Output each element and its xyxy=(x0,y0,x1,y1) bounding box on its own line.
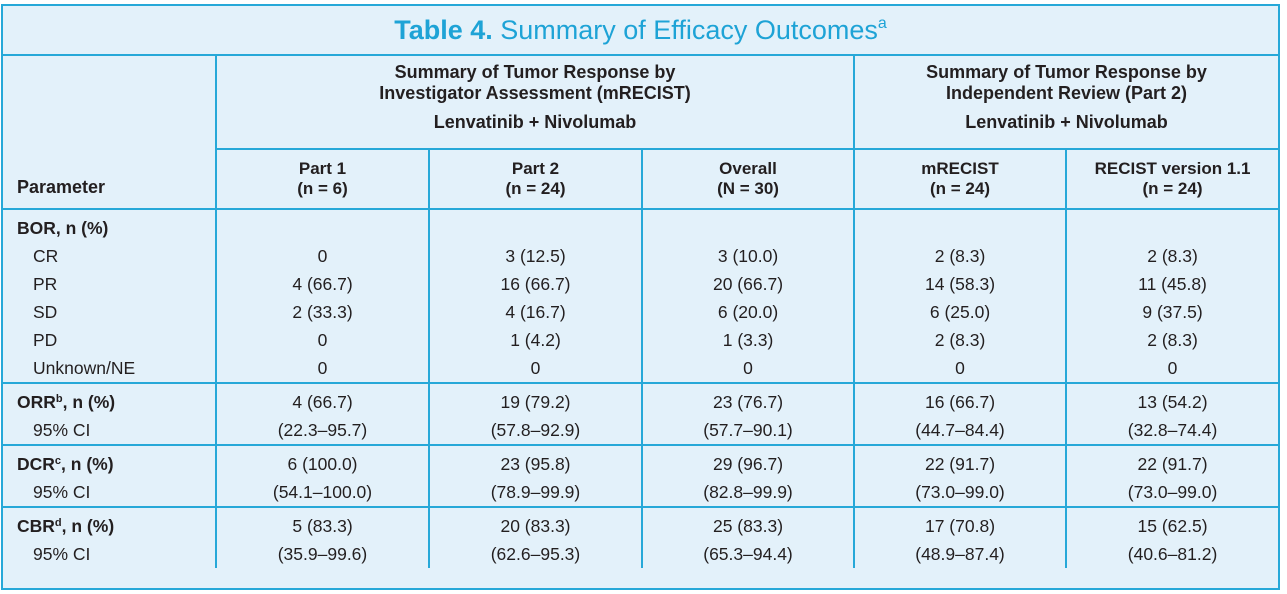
cell: (44.7–84.4) xyxy=(853,416,1067,446)
table-row: Unknown/NE 0 0 0 0 0 xyxy=(3,354,1279,384)
cell: 2 (8.3) xyxy=(853,242,1067,270)
cell: 29 (96.7) xyxy=(640,445,855,478)
cell: (54.1–100.0) xyxy=(215,478,429,508)
cell: 19 (79.2) xyxy=(428,383,642,416)
cell: 4 (66.7) xyxy=(215,270,429,298)
cell: (57.7–90.1) xyxy=(640,416,855,446)
cell: 14 (58.3) xyxy=(853,270,1067,298)
cell: 2 (8.3) xyxy=(1065,242,1279,270)
cell: 6 (25.0) xyxy=(853,298,1067,326)
cell: 0 xyxy=(215,242,429,270)
column-header-overall: Overall (N = 30) xyxy=(640,149,855,210)
cell: 23 (95.8) xyxy=(428,445,642,478)
cell: 3 (12.5) xyxy=(428,242,642,270)
cell: 16 (66.7) xyxy=(853,383,1067,416)
cell: 5 (83.3) xyxy=(215,507,429,540)
table-row: PD 0 1 (4.2) 1 (3.3) 2 (8.3) 2 (8.3) xyxy=(3,326,1279,354)
independent-group-header: Summary of Tumor Response by Independent… xyxy=(853,56,1279,150)
cell: 20 (66.7) xyxy=(640,270,855,298)
cell: 0 xyxy=(853,354,1067,384)
independent-treatment: Lenvatinib + Nivolumab xyxy=(965,112,1168,132)
cell: 0 xyxy=(215,354,429,384)
bor-label: BOR, n (%) xyxy=(17,217,109,238)
cell: 13 (54.2) xyxy=(1065,383,1279,416)
table-row: 95% CI (22.3–95.7) (57.8–92.9) (57.7–90.… xyxy=(3,416,1279,446)
table-row: 95% CI (54.1–100.0) (78.9–99.9) (82.8–99… xyxy=(3,478,1279,508)
cell: 9 (37.5) xyxy=(1065,298,1279,326)
cell: 0 xyxy=(640,354,855,384)
cell: (73.0–99.0) xyxy=(853,478,1067,508)
cell: (35.9–99.6) xyxy=(215,540,429,568)
cell: (62.6–95.3) xyxy=(428,540,642,568)
cell: 2 (8.3) xyxy=(1065,326,1279,354)
cell: 25 (83.3) xyxy=(640,507,855,540)
table-row: DCRc, n (%) 6 (100.0) 23 (95.8) 29 (96.7… xyxy=(3,445,1279,478)
investigator-treatment: Lenvatinib + Nivolumab xyxy=(433,112,637,132)
table-caption: Summary of Efficacy Outcomes xyxy=(500,15,878,45)
table-number: Table 4. xyxy=(394,15,493,45)
cell: 2 (33.3) xyxy=(215,298,429,326)
cell: 6 (20.0) xyxy=(640,298,855,326)
table-row: CBRd, n (%) 5 (83.3) 20 (83.3) 25 (83.3)… xyxy=(3,507,1279,540)
row-label: Unknown/NE xyxy=(3,354,216,384)
row-label: CR xyxy=(33,245,59,266)
cell: 16 (66.7) xyxy=(428,270,642,298)
cell: (32.8–74.4) xyxy=(1065,416,1279,446)
cell: 0 xyxy=(215,326,429,354)
cell: 11 (45.8) xyxy=(1065,270,1279,298)
row-label: SD xyxy=(33,301,58,322)
cell: (65.3–94.4) xyxy=(640,540,855,568)
table-row: BOR, n (%) xyxy=(3,209,1279,242)
cell: 22 (91.7) xyxy=(853,445,1067,478)
cell: 1 (3.3) xyxy=(640,326,855,354)
cell: 4 (16.7) xyxy=(428,298,642,326)
cell: 23 (76.7) xyxy=(640,383,855,416)
parameter-header: Parameter xyxy=(3,56,216,210)
cell: 3 (10.0) xyxy=(640,242,855,270)
table-title: Table 4. Summary of Efficacy Outcomesa xyxy=(3,6,1278,56)
cell: 0 xyxy=(428,354,642,384)
cell: (40.6–81.2) xyxy=(1065,540,1279,568)
cell: (78.9–99.9) xyxy=(428,478,642,508)
row-label: PD xyxy=(33,329,58,350)
cell: 20 (83.3) xyxy=(428,507,642,540)
cell: 15 (62.5) xyxy=(1065,507,1279,540)
independent-title-line2: Independent Review (Part 2) xyxy=(945,83,1188,103)
table-row: 95% CI (35.9–99.6) (62.6–95.3) (65.3–94.… xyxy=(3,540,1279,568)
title-footnote-marker: a xyxy=(877,15,887,32)
column-header-part1: Part 1 (n = 6) xyxy=(215,149,429,210)
column-header-recist: RECIST version 1.1 (n = 24) xyxy=(1065,149,1279,210)
table-row: PR 4 (66.7) 16 (66.7) 20 (66.7) 14 (58.3… xyxy=(3,270,1279,298)
row-label: 95% CI xyxy=(33,543,91,564)
row-label: 95% CI xyxy=(3,416,216,446)
cell: (57.8–92.9) xyxy=(428,416,642,446)
table-row: ORRb, n (%) 4 (66.7) 19 (79.2) 23 (76.7)… xyxy=(3,383,1279,416)
independent-title-line1: Summary of Tumor Response by xyxy=(926,62,1207,82)
dcr-label: DCRc, n (%) xyxy=(17,453,114,474)
cell: 2 (8.3) xyxy=(853,326,1067,354)
cell: (82.8–99.9) xyxy=(640,478,855,508)
cell: 17 (70.8) xyxy=(853,507,1067,540)
column-header-part2: Part 2 (n = 24) xyxy=(428,149,642,210)
cell: 4 (66.7) xyxy=(215,383,429,416)
column-header-mrecist: mRECIST (n = 24) xyxy=(853,149,1067,210)
orr-label: ORRb, n (%) xyxy=(17,391,116,412)
cell: 1 (4.2) xyxy=(428,326,642,354)
investigator-title-line2: Investigator Assessment (mRECIST) xyxy=(379,83,691,103)
table-row: CR 0 3 (12.5) 3 (10.0) 2 (8.3) 2 (8.3) xyxy=(3,242,1279,270)
cell: (73.0–99.0) xyxy=(1065,478,1279,508)
row-label: 95% CI xyxy=(3,478,216,508)
cell: (22.3–95.7) xyxy=(215,416,429,446)
cell: 6 (100.0) xyxy=(215,445,429,478)
investigator-group-header: Summary of Tumor Response by Investigato… xyxy=(214,56,855,150)
cell: 0 xyxy=(1065,354,1279,384)
investigator-title-line1: Summary of Tumor Response by xyxy=(394,62,676,82)
table-row: SD 2 (33.3) 4 (16.7) 6 (20.0) 6 (25.0) 9… xyxy=(3,298,1279,326)
efficacy-table-frame: Table 4. Summary of Efficacy Outcomesa P… xyxy=(1,4,1280,590)
cbr-label: CBRd, n (%) xyxy=(17,515,115,536)
cell: (48.9–87.4) xyxy=(853,540,1067,568)
cell: 22 (91.7) xyxy=(1065,445,1279,478)
row-label: PR xyxy=(33,273,58,294)
efficacy-table: Parameter Summary of Tumor Response by I… xyxy=(3,56,1279,568)
